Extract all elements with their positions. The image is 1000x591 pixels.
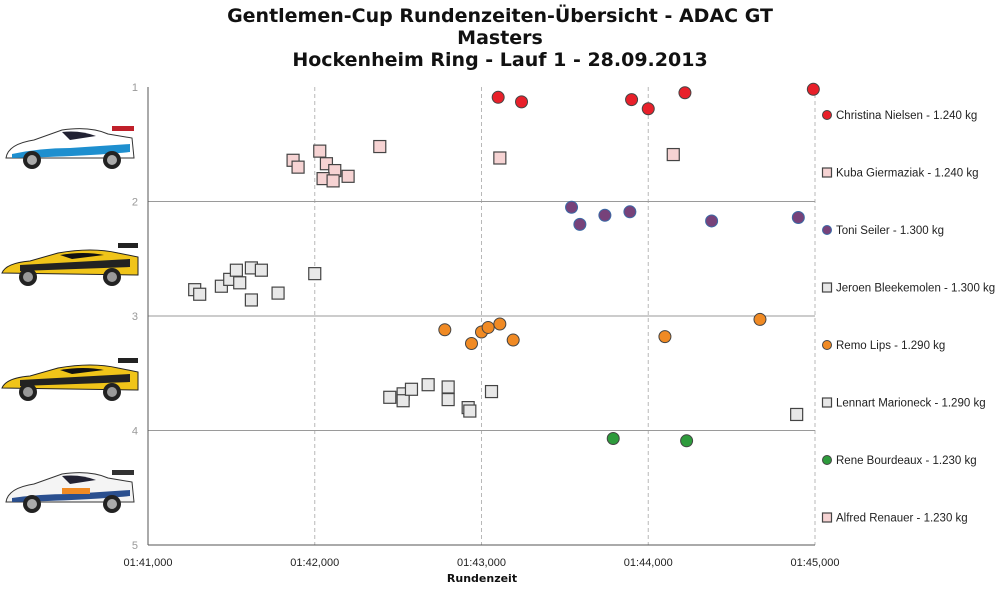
y-tick-label: 5 [132,540,138,552]
data-point [326,174,340,188]
legend-marker [822,225,832,235]
legend-entry: Jeroen Bleekemolen - 1.300 kg [836,283,995,295]
legend-entry: Alfred Renauer - 1.230 kg [836,513,968,525]
car-image-white-porsche [5,470,135,513]
x-axis-label: Rundenzeit [447,572,517,585]
legend-entry: Remo Lips - 1.290 kg [836,340,945,352]
chart-title-line-3: Hockenheim Ring - Lauf 1 - 28.09.2013 [292,49,708,71]
data-point [678,86,692,100]
legend-marker [821,167,833,178]
data-point [606,432,620,446]
car-image-yellow-corvette [1,243,139,286]
legend-entry: Toni Seiler - 1.300 kg [836,225,944,237]
data-point [481,320,495,334]
legend-entry: Lennart Marioneck - 1.290 kg [836,398,986,410]
data-points [188,82,820,448]
data-point [421,378,435,392]
legend-marker [821,397,833,408]
data-point [254,263,268,277]
data-point [491,90,505,104]
data-point [463,404,477,418]
car-image-yellow-corvette-2 [1,358,139,401]
legend-marker [822,110,832,120]
data-point [753,312,767,326]
data-point [233,276,247,290]
data-point [641,102,655,116]
data-point [790,407,804,422]
data-point [506,333,520,347]
car-image-blue-porsche [5,126,135,169]
legend-marker [822,340,832,350]
data-point [484,384,499,399]
data-point [373,139,387,154]
data-point [493,317,507,331]
legend-entry: Kuba Giermaziak - 1.240 kg [836,168,979,180]
data-point [806,82,820,96]
legend-entry: Christina Nielsen - 1.240 kg [836,110,977,122]
data-point [680,434,694,448]
chart-title-line-2: Masters [457,27,543,49]
y-tick-label: 4 [132,426,138,438]
data-point [515,95,529,109]
data-point [341,169,355,183]
data-point [493,151,507,165]
data-point [291,160,305,174]
x-tick-label: 01:42,000 [290,557,339,569]
data-point [193,287,207,301]
x-tick-label: 01:43,000 [457,557,506,569]
legend-marker [821,512,833,523]
data-point [383,390,397,404]
chart-title-line-1: Gentlemen-Cup Rundenzeiten-Übersicht - A… [227,5,773,27]
legend: Christina Nielsen - 1.240 kg Kuba Giermaz… [821,110,995,525]
data-point [313,144,327,158]
chart-title: Gentlemen-Cup Rundenzeiten-Übersicht - A… [120,5,880,71]
data-point [229,263,243,277]
data-point [625,93,639,107]
legend-marker [822,455,832,465]
data-point [396,394,410,408]
data-point [441,392,455,407]
data-point [441,380,455,394]
axes: 01:41,000 01:42,000 01:43,000 01:44,000 01:4… [124,82,840,569]
data-point [666,147,680,162]
y-tick-label: 1 [132,82,138,94]
data-point [308,267,322,281]
data-point [404,382,419,396]
grid-lines [148,87,816,545]
legend-entry: Rene Bourdeaux - 1.230 kg [836,455,977,467]
data-point [573,217,587,231]
data-point [791,211,805,225]
data-point [244,293,258,307]
data-point [464,336,478,350]
data-point [271,286,285,300]
y-tick-label: 3 [132,311,138,323]
data-point [598,208,612,222]
y-tick-label: 2 [132,197,138,209]
data-point [438,323,452,337]
data-point [705,214,719,228]
x-tick-label: 01:45,000 [791,557,840,569]
legend-marker [821,282,833,293]
x-tick-label: 01:44,000 [624,557,673,569]
data-point [565,200,579,214]
data-point [658,330,672,344]
data-point [623,205,637,219]
x-tick-label: 01:41,000 [124,557,173,569]
